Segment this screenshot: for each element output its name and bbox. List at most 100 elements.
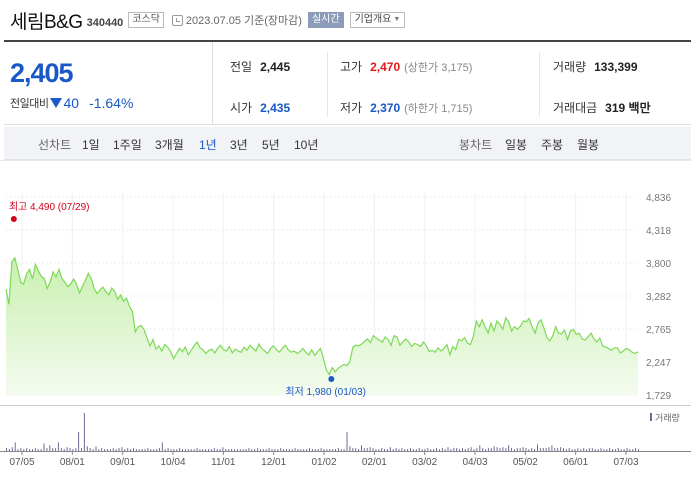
- volume-bar: [421, 449, 423, 451]
- volume-bar: [190, 449, 192, 451]
- volume-bar: [69, 448, 71, 451]
- volume-bar: [603, 449, 605, 451]
- volume-bar: [225, 449, 227, 451]
- volume-bar: [268, 448, 270, 451]
- volume-bar: [55, 448, 57, 451]
- volume-bar: [265, 449, 267, 451]
- y-tick-label: 3,282: [646, 292, 671, 303]
- x-tick-label: 06/01: [563, 457, 588, 468]
- volume-bar: [196, 448, 198, 451]
- tab-3month[interactable]: 3개월: [155, 138, 184, 152]
- volume-bar: [548, 447, 550, 451]
- market-badge: 코스닥: [128, 12, 164, 28]
- volume-bar: [600, 448, 602, 451]
- volume-bar: [283, 449, 284, 451]
- lower-limit: (하한가 1,715): [404, 102, 473, 115]
- volume-bar: [57, 442, 59, 451]
- volume-bar: [609, 448, 611, 451]
- stat-open: 시가 2,435: [230, 99, 290, 116]
- volume-bar: [297, 449, 299, 451]
- volume-bar: [262, 449, 264, 451]
- change-rate: -1.64%: [89, 95, 134, 111]
- tab-weekly-candle[interactable]: 주봉: [541, 138, 564, 152]
- volume-bar: [43, 443, 45, 451]
- volume-bar: [98, 449, 100, 451]
- tab-10year[interactable]: 10년: [294, 138, 319, 152]
- volume-bar: [109, 449, 111, 451]
- x-tick-label: 02/01: [362, 457, 387, 468]
- volume-bar: [404, 449, 406, 451]
- stat-volume: 거래량 133,399: [553, 58, 638, 75]
- stat-low: 저가 2,370 (하한가 1,715): [340, 99, 472, 116]
- high-point-marker: [10, 216, 17, 223]
- volume-bar: [46, 448, 48, 451]
- current-price-box: 2,405 전일대비 40 -1.64%: [4, 42, 213, 125]
- x-tick-label: 03/02: [412, 457, 437, 468]
- volume-bar: [26, 448, 28, 451]
- y-tick-label: 4,318: [646, 226, 671, 237]
- stat-value: 2,435: [260, 100, 291, 115]
- volume-bar: [182, 449, 183, 451]
- tab-1week[interactable]: 1주일: [113, 138, 142, 152]
- volume-bar: [565, 449, 567, 451]
- volume-bar: [167, 448, 169, 451]
- tab-5year[interactable]: 5년: [262, 138, 280, 152]
- volume-bar: [568, 448, 570, 451]
- tab-1day[interactable]: 1일: [82, 138, 100, 152]
- volume-bar: [115, 449, 117, 451]
- volume-bar: [447, 447, 449, 451]
- upper-limit: (상한가 3,175): [404, 61, 473, 74]
- volume-bar: [516, 448, 518, 451]
- realtime-button[interactable]: 실시간: [307, 12, 344, 28]
- volume-bar: [612, 449, 613, 451]
- volume-bar: [502, 447, 504, 451]
- volume-bar: [560, 447, 562, 451]
- volume-bar: [453, 448, 455, 451]
- volume-bar: [32, 449, 33, 451]
- volume-bar: [303, 449, 305, 451]
- company-overview-button[interactable]: 기업개요 ▼: [349, 12, 406, 28]
- volume-bar: [309, 448, 310, 451]
- volume-bar: [580, 449, 582, 451]
- volume-bar: [620, 449, 622, 451]
- x-tick-label: 10/04: [160, 457, 185, 468]
- x-tick-label: 01/02: [311, 457, 336, 468]
- volume-bar: [144, 449, 146, 451]
- volume-bar: [306, 449, 308, 451]
- volume-bar: [389, 447, 391, 451]
- change-amount: 40: [63, 95, 80, 111]
- y-tick-label: 1,729: [646, 391, 671, 402]
- price-chart: 4,836 4,318 3,800 3,282 2,765 2,247 1,729 최고 4,…: [0, 160, 691, 479]
- volume-bar: [23, 449, 25, 451]
- stat-label: 전일: [230, 60, 253, 74]
- volume-bar: [332, 449, 334, 451]
- volume-bar: [583, 448, 585, 451]
- stat-label: 거래대금: [553, 101, 598, 115]
- volume-bar: [539, 448, 541, 451]
- volume-bar: [626, 448, 628, 451]
- volume-bar: [184, 449, 186, 451]
- volume-bar: [392, 449, 394, 451]
- volume-bar: [63, 449, 65, 451]
- volume-bar: [464, 449, 466, 451]
- volume-bar: [335, 449, 336, 451]
- volume-bar: [384, 449, 385, 451]
- volume-bar: [49, 445, 51, 451]
- tab-1year[interactable]: 1년: [199, 138, 217, 152]
- volume-bar: [415, 449, 417, 451]
- volume-bar: [485, 449, 487, 451]
- volume-bar: [597, 449, 599, 451]
- volume-bar: [577, 448, 579, 451]
- volume-bar: [505, 448, 507, 451]
- volume-bar: [234, 449, 235, 451]
- volume-bar: [81, 448, 82, 451]
- volume-bar: [410, 448, 411, 451]
- volume-bar: [199, 449, 201, 451]
- volume-bar: [574, 449, 576, 451]
- volume-bar: [11, 447, 13, 451]
- tab-daily-candle[interactable]: 일봉: [505, 138, 528, 152]
- tab-monthly-candle[interactable]: 월봉: [577, 138, 600, 152]
- tab-3year[interactable]: 3년: [230, 138, 248, 152]
- volume-bar: [89, 448, 91, 451]
- volume-bar: [534, 449, 536, 451]
